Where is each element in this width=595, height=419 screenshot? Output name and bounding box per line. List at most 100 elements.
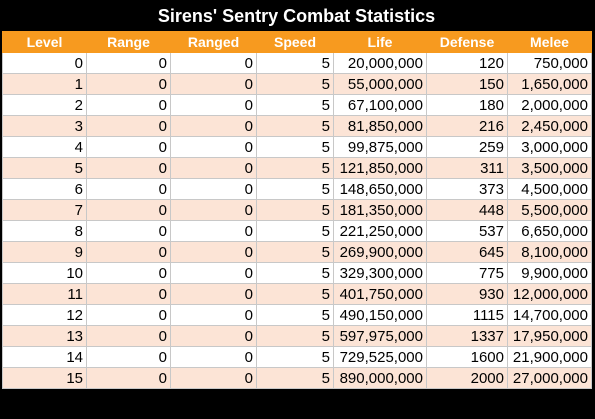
column-header-ranged: Ranged (170, 31, 257, 53)
cell-range: 0 (86, 115, 171, 137)
cell-ranged: 0 (170, 199, 257, 221)
table-row: 6 0 0 5 148,650,000 373 4,500,000 (2, 178, 592, 200)
column-header-level: Level (2, 31, 87, 53)
cell-level: 10 (2, 262, 87, 284)
cell-defense: 2000 (426, 367, 508, 389)
cell-range: 0 (86, 157, 171, 179)
column-header-defense: Defense (426, 31, 508, 53)
cell-ranged: 0 (170, 94, 257, 116)
cell-level: 14 (2, 346, 87, 368)
cell-level: 12 (2, 304, 87, 326)
table-header: Level Range Ranged Speed Life Defense Melee (2, 31, 592, 53)
cell-level: 13 (2, 325, 87, 347)
cell-level: 0 (2, 52, 87, 74)
cell-melee: 750,000 (507, 52, 592, 74)
cell-range: 0 (86, 241, 171, 263)
cell-range: 0 (86, 94, 171, 116)
table-row: 5 0 0 5 121,850,000 311 3,500,000 (2, 157, 592, 179)
cell-defense: 120 (426, 52, 508, 74)
cell-level: 6 (2, 178, 87, 200)
cell-melee: 1,650,000 (507, 73, 592, 95)
table-row: 12 0 0 5 490,150,000 1115 14,700,000 (2, 304, 592, 326)
table-row: 3 0 0 5 81,850,000 216 2,450,000 (2, 115, 592, 137)
cell-ranged: 0 (170, 346, 257, 368)
cell-melee: 3,000,000 (507, 136, 592, 158)
table-row: 13 0 0 5 597,975,000 1337 17,950,000 (2, 325, 592, 347)
cell-speed: 5 (256, 262, 334, 284)
cell-ranged: 0 (170, 157, 257, 179)
cell-speed: 5 (256, 115, 334, 137)
cell-level: 8 (2, 220, 87, 242)
column-header-speed: Speed (256, 31, 334, 53)
cell-life: 99,875,000 (333, 136, 427, 158)
cell-defense: 1115 (426, 304, 508, 326)
cell-ranged: 0 (170, 241, 257, 263)
cell-life: 329,300,000 (333, 262, 427, 284)
cell-level: 1 (2, 73, 87, 95)
table-row: 0 0 0 5 20,000,000 120 750,000 (2, 52, 592, 74)
cell-melee: 12,000,000 (507, 283, 592, 305)
cell-range: 0 (86, 73, 171, 95)
cell-life: 181,350,000 (333, 199, 427, 221)
table-row: 11 0 0 5 401,750,000 930 12,000,000 (2, 283, 592, 305)
cell-life: 221,250,000 (333, 220, 427, 242)
cell-speed: 5 (256, 346, 334, 368)
table-row: 2 0 0 5 67,100,000 180 2,000,000 (2, 94, 592, 116)
table-body: 0 0 0 5 20,000,000 120 750,000 1 0 0 5 55,000,000 15… (2, 52, 592, 389)
cell-speed: 5 (256, 178, 334, 200)
cell-melee: 21,900,000 (507, 346, 592, 368)
cell-range: 0 (86, 262, 171, 284)
cell-life: 55,000,000 (333, 73, 427, 95)
cell-melee: 17,950,000 (507, 325, 592, 347)
cell-ranged: 0 (170, 262, 257, 284)
cell-life: 890,000,000 (333, 367, 427, 389)
cell-ranged: 0 (170, 52, 257, 74)
cell-defense: 216 (426, 115, 508, 137)
cell-ranged: 0 (170, 325, 257, 347)
cell-life: 121,850,000 (333, 157, 427, 179)
cell-range: 0 (86, 220, 171, 242)
cell-ranged: 0 (170, 304, 257, 326)
cell-range: 0 (86, 178, 171, 200)
cell-ranged: 0 (170, 367, 257, 389)
cell-ranged: 0 (170, 73, 257, 95)
cell-speed: 5 (256, 73, 334, 95)
cell-level: 7 (2, 199, 87, 221)
cell-speed: 5 (256, 52, 334, 74)
cell-level: 15 (2, 367, 87, 389)
cell-defense: 775 (426, 262, 508, 284)
cell-defense: 1600 (426, 346, 508, 368)
table-row: 14 0 0 5 729,525,000 1600 21,900,000 (2, 346, 592, 368)
table-row: 4 0 0 5 99,875,000 259 3,000,000 (2, 136, 592, 158)
cell-speed: 5 (256, 325, 334, 347)
cell-defense: 1337 (426, 325, 508, 347)
cell-melee: 2,450,000 (507, 115, 592, 137)
cell-life: 269,900,000 (333, 241, 427, 263)
cell-speed: 5 (256, 136, 334, 158)
cell-level: 11 (2, 283, 87, 305)
cell-ranged: 0 (170, 115, 257, 137)
table-row: 10 0 0 5 329,300,000 775 9,900,000 (2, 262, 592, 284)
cell-melee: 8,100,000 (507, 241, 592, 263)
cell-life: 20,000,000 (333, 52, 427, 74)
cell-ranged: 0 (170, 283, 257, 305)
cell-life: 490,150,000 (333, 304, 427, 326)
cell-defense: 537 (426, 220, 508, 242)
cell-range: 0 (86, 304, 171, 326)
cell-melee: 6,650,000 (507, 220, 592, 242)
cell-life: 729,525,000 (333, 346, 427, 368)
cell-range: 0 (86, 367, 171, 389)
table-row: 1 0 0 5 55,000,000 150 1,650,000 (2, 73, 592, 95)
cell-life: 81,850,000 (333, 115, 427, 137)
cell-melee: 3,500,000 (507, 157, 592, 179)
column-header-range: Range (86, 31, 171, 53)
cell-level: 5 (2, 157, 87, 179)
cell-melee: 2,000,000 (507, 94, 592, 116)
cell-life: 148,650,000 (333, 178, 427, 200)
cell-range: 0 (86, 325, 171, 347)
cell-defense: 150 (426, 73, 508, 95)
table-row: 7 0 0 5 181,350,000 448 5,500,000 (2, 199, 592, 221)
cell-range: 0 (86, 52, 171, 74)
cell-speed: 5 (256, 241, 334, 263)
cell-life: 597,975,000 (333, 325, 427, 347)
